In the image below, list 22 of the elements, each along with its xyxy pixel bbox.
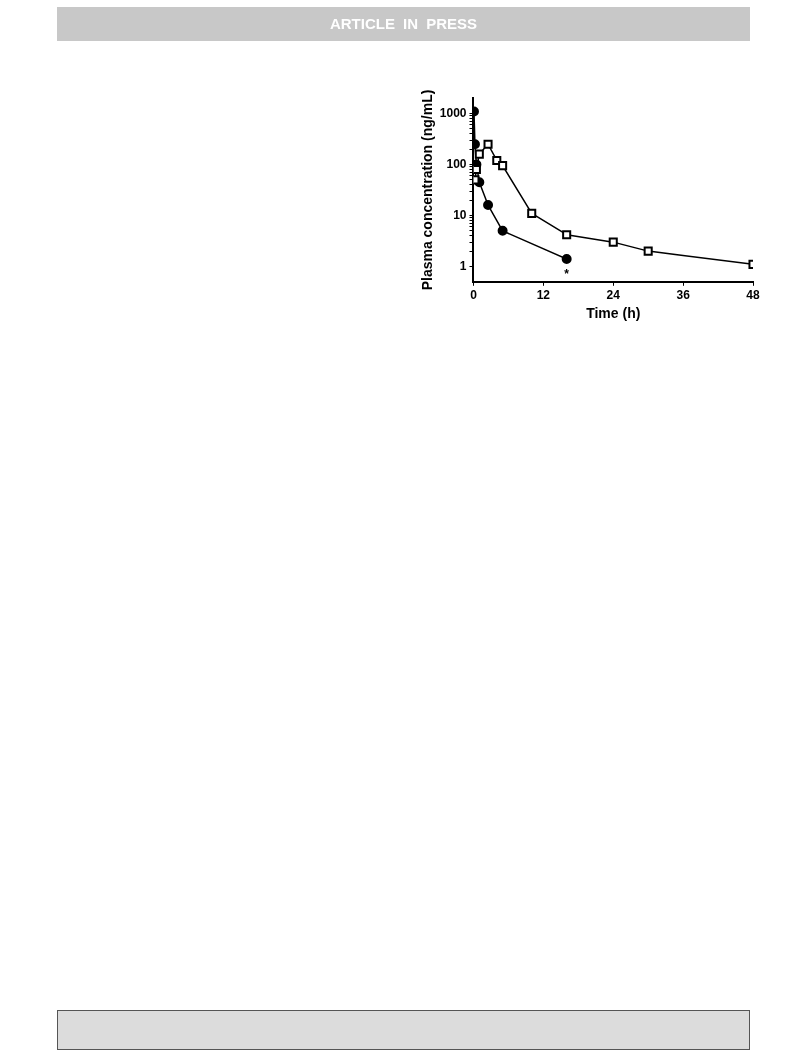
point — [497, 225, 508, 236]
x-tick-label: 24 — [606, 288, 621, 303]
y-tick-label: 1 — [459, 258, 467, 273]
point — [527, 208, 537, 218]
y-tick-label: 100 — [446, 156, 467, 171]
annotation: * — [564, 267, 570, 282]
point — [562, 230, 572, 240]
y-tick-label: 10 — [453, 207, 467, 222]
point — [608, 237, 618, 247]
x-tick-label: 0 — [470, 288, 478, 303]
point — [483, 200, 494, 211]
x-tick-label: 12 — [536, 288, 551, 303]
y-axis-title: Plasma concentration (ng/mL) — [419, 89, 436, 291]
point — [474, 149, 484, 159]
y-tick-label: 1000 — [439, 105, 467, 120]
x-tick-label: 48 — [746, 288, 760, 303]
point — [643, 246, 653, 256]
point — [561, 254, 572, 265]
point — [483, 139, 493, 149]
x-axis-title: Time (h) — [586, 305, 641, 322]
x-tick-label: 36 — [676, 288, 691, 303]
point — [498, 161, 508, 171]
